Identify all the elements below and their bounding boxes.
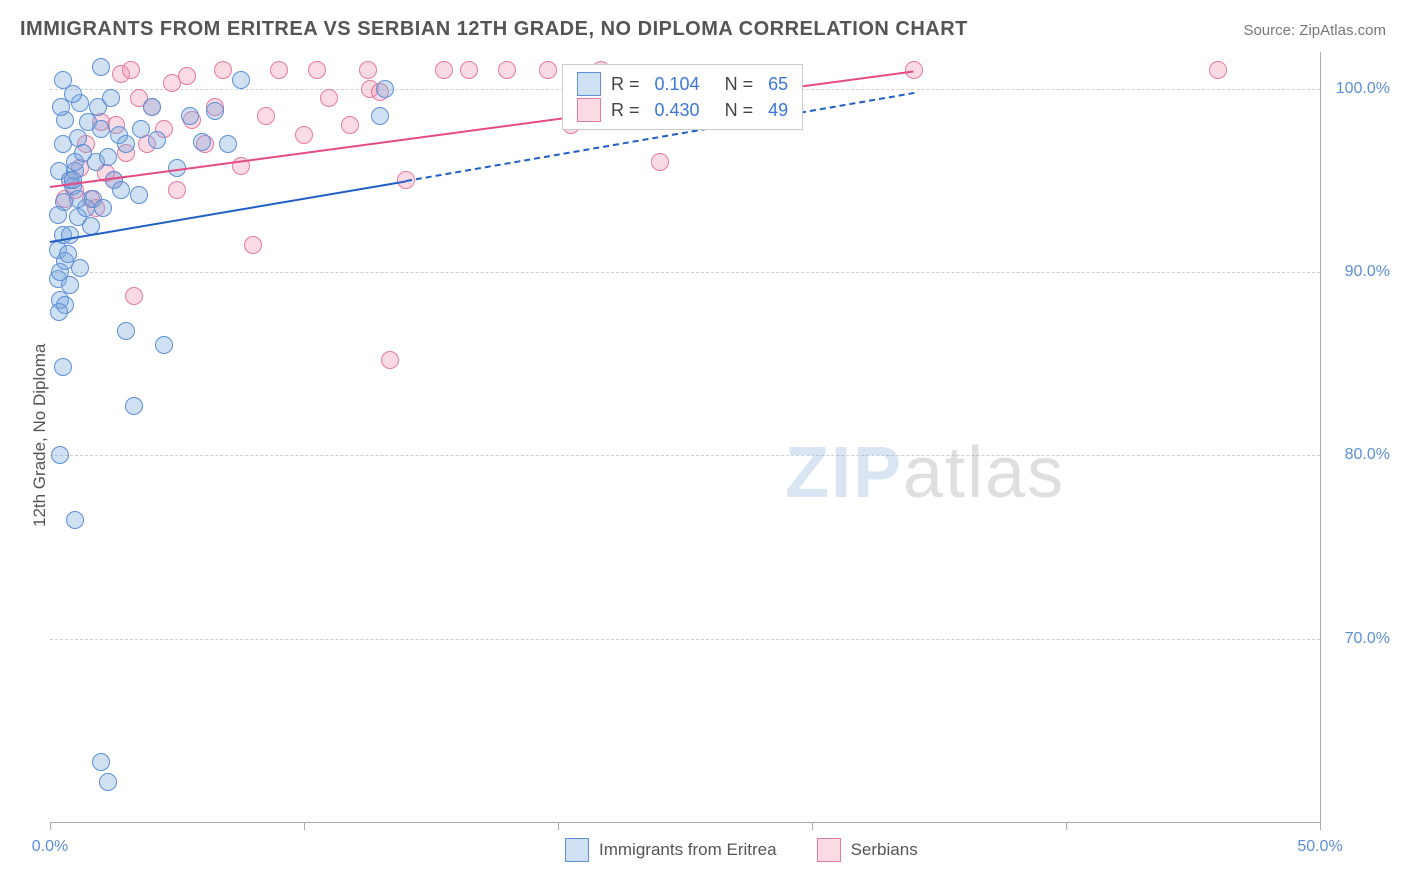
- legend-r-value: 0.430: [650, 97, 700, 123]
- scatter-point-eritrea: [371, 107, 389, 125]
- scatter-point-serbians: [381, 351, 399, 369]
- x-tick-label: 0.0%: [32, 838, 68, 856]
- x-tick: [50, 822, 51, 830]
- scatter-point-eritrea: [54, 358, 72, 376]
- x-tick: [1320, 822, 1321, 830]
- scatter-point-eritrea: [64, 85, 82, 103]
- scatter-point-eritrea: [92, 753, 110, 771]
- scatter-point-serbians: [163, 74, 181, 92]
- scatter-point-eritrea: [66, 511, 84, 529]
- gridline: [50, 455, 1320, 456]
- scatter-point-eritrea: [125, 397, 143, 415]
- legend-r-label: R =: [611, 97, 640, 123]
- scatter-point-eritrea: [117, 135, 135, 153]
- scatter-point-eritrea: [51, 446, 69, 464]
- scatter-point-eritrea: [64, 171, 82, 189]
- scatter-point-eritrea: [50, 303, 68, 321]
- watermark: ZIPatlas: [785, 432, 1065, 514]
- legend-swatch: [817, 838, 841, 862]
- legend-swatch: [577, 72, 601, 96]
- scatter-point-eritrea: [61, 276, 79, 294]
- legend-n-value: 65: [763, 71, 788, 97]
- correlation-legend: R = 0.104 N = 65R = 0.430 N = 49: [562, 64, 803, 130]
- scatter-point-eritrea: [92, 58, 110, 76]
- scatter-point-eritrea: [232, 71, 250, 89]
- scatter-point-serbians: [168, 181, 186, 199]
- scatter-point-serbians: [539, 61, 557, 79]
- source-label: Source: ZipAtlas.com: [1243, 22, 1386, 39]
- scatter-point-serbians: [1209, 61, 1227, 79]
- x-tick-label: 50.0%: [1297, 838, 1342, 856]
- gridline: [50, 639, 1320, 640]
- scatter-point-eritrea: [193, 133, 211, 151]
- x-tick: [558, 822, 559, 830]
- y-tick-label: 90.0%: [1330, 263, 1390, 281]
- scatter-point-eritrea: [99, 773, 117, 791]
- scatter-point-serbians: [359, 61, 377, 79]
- x-tick: [812, 822, 813, 830]
- scatter-point-eritrea: [219, 135, 237, 153]
- legend-r-label: R =: [611, 71, 640, 97]
- scatter-point-serbians: [125, 287, 143, 305]
- legend-row: R = 0.430 N = 49: [577, 97, 788, 123]
- scatter-point-eritrea: [71, 259, 89, 277]
- legend-series-label: Immigrants from Eritrea: [599, 840, 777, 860]
- scatter-plot-area: 70.0%80.0%90.0%100.0%0.0%50.0%ZIPatlasR …: [50, 52, 1321, 823]
- legend-series-label: Serbians: [851, 840, 918, 860]
- scatter-point-serbians: [435, 61, 453, 79]
- scatter-point-eritrea: [74, 144, 92, 162]
- scatter-point-serbians: [651, 153, 669, 171]
- scatter-point-eritrea: [117, 322, 135, 340]
- scatter-point-eritrea: [132, 120, 150, 138]
- chart-title: IMMIGRANTS FROM ERITREA VS SERBIAN 12TH …: [20, 18, 968, 41]
- legend-n-label: N =: [710, 71, 754, 97]
- scatter-point-serbians: [270, 61, 288, 79]
- scatter-point-eritrea: [376, 80, 394, 98]
- x-tick: [1066, 822, 1067, 830]
- y-tick-label: 100.0%: [1330, 80, 1390, 98]
- scatter-point-eritrea: [59, 245, 77, 263]
- legend-swatch: [565, 838, 589, 862]
- scatter-point-eritrea: [99, 148, 117, 166]
- scatter-point-serbians: [257, 107, 275, 125]
- scatter-point-eritrea: [112, 181, 130, 199]
- gridline: [50, 272, 1320, 273]
- legend-swatch: [577, 98, 601, 122]
- scatter-point-eritrea: [206, 102, 224, 120]
- legend-n-label: N =: [710, 97, 754, 123]
- scatter-point-serbians: [122, 61, 140, 79]
- scatter-point-serbians: [308, 61, 326, 79]
- scatter-point-eritrea: [181, 107, 199, 125]
- scatter-point-serbians: [295, 126, 313, 144]
- scatter-point-eritrea: [102, 89, 120, 107]
- scatter-point-eritrea: [94, 199, 112, 217]
- series-legend: Immigrants from Eritrea Serbians: [565, 838, 948, 862]
- scatter-point-eritrea: [130, 186, 148, 204]
- scatter-point-serbians: [214, 61, 232, 79]
- scatter-point-serbians: [341, 116, 359, 134]
- legend-row: R = 0.104 N = 65: [577, 71, 788, 97]
- scatter-point-eritrea: [155, 336, 173, 354]
- scatter-point-eritrea: [92, 120, 110, 138]
- scatter-point-eritrea: [148, 131, 166, 149]
- y-tick-label: 80.0%: [1330, 446, 1390, 464]
- scatter-point-serbians: [244, 236, 262, 254]
- legend-n-value: 49: [763, 97, 788, 123]
- scatter-point-eritrea: [143, 98, 161, 116]
- y-axis-title: 12th Grade, No Diploma: [30, 344, 50, 527]
- x-tick: [304, 822, 305, 830]
- scatter-point-serbians: [320, 89, 338, 107]
- y-tick-label: 70.0%: [1330, 630, 1390, 648]
- legend-r-value: 0.104: [650, 71, 700, 97]
- scatter-point-serbians: [460, 61, 478, 79]
- scatter-point-serbians: [498, 61, 516, 79]
